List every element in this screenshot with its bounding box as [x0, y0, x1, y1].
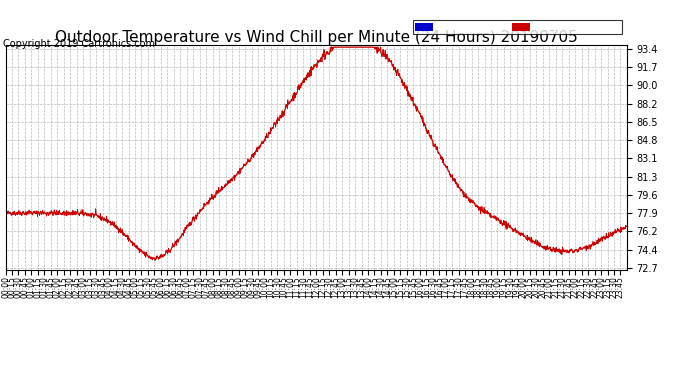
- Legend: Wind Chill (°F), Temperature (°F): Wind Chill (°F), Temperature (°F): [413, 20, 622, 34]
- Text: Copyright 2019 Cartronics.com: Copyright 2019 Cartronics.com: [3, 39, 155, 50]
- Title: Outdoor Temperature vs Wind Chill per Minute (24 Hours) 20190705: Outdoor Temperature vs Wind Chill per Mi…: [55, 30, 578, 45]
